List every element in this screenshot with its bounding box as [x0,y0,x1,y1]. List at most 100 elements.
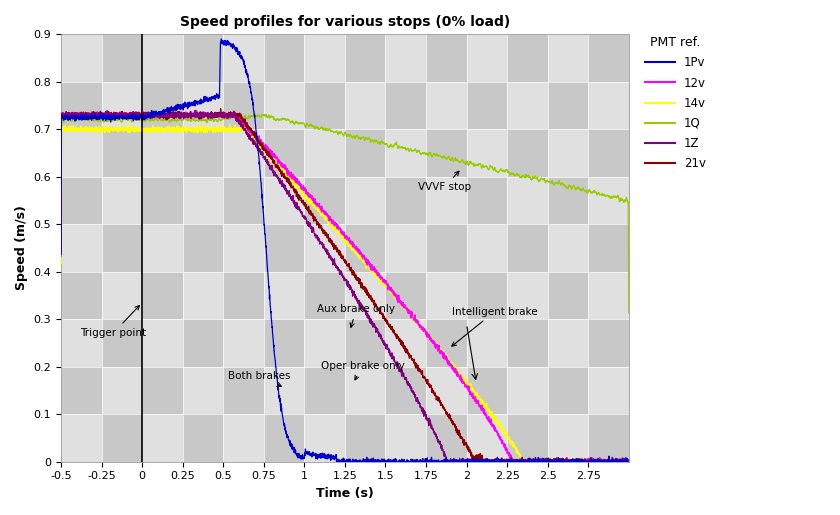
Text: Both brakes: Both brakes [228,371,291,386]
Bar [61,177,102,225]
14v [121,126,131,132]
Bar [548,35,588,82]
Bar [142,367,182,414]
Bar [345,272,386,319]
Bar [102,177,142,225]
Bar [182,319,223,367]
Bar [466,82,507,129]
Bar [588,272,629,319]
Bar [588,35,629,82]
14v [518,459,528,465]
Bar [264,367,304,414]
Bar [466,319,507,367]
Bar [182,272,223,319]
Bar [507,35,548,82]
1Z [624,459,634,465]
Bar [345,129,386,177]
Bar [345,225,386,272]
12v [274,157,284,163]
Text: VVVF stop: VVVF stop [418,171,471,192]
Bar [426,319,466,367]
21v [613,459,623,465]
Bar [264,177,304,225]
Bar [466,367,507,414]
Bar [102,414,142,462]
1Pv [217,36,227,42]
Bar [588,129,629,177]
Bar [182,177,223,225]
Bar [426,225,466,272]
1Z [155,112,165,118]
1Pv [333,459,343,465]
12v [192,107,202,113]
Line: 1Z: 1Z [61,110,629,462]
Bar [345,82,386,129]
Bar [102,35,142,82]
Legend: 1Pv, 12v, 14v, 1Q, 1Z, 21v: 1Pv, 12v, 14v, 1Q, 1Z, 21v [640,32,711,175]
Bar [345,367,386,414]
Bar [264,82,304,129]
21v [552,455,562,461]
Bar [507,177,548,225]
Bar [264,35,304,82]
Bar [548,82,588,129]
Bar [223,272,264,319]
12v [552,459,562,465]
14v [155,127,165,133]
1Z [442,459,452,465]
12v [121,113,131,119]
Bar [142,225,182,272]
Bar [466,177,507,225]
Bar [345,177,386,225]
Title: Speed profiles for various stops (0% load): Speed profiles for various stops (0% loa… [180,15,510,29]
1Q [552,179,562,185]
Bar [386,367,426,414]
1Q [274,117,284,124]
1Q [624,310,634,316]
Line: 1Q: 1Q [61,113,629,313]
Line: 14v: 14v [61,124,629,462]
Bar [102,82,142,129]
1Z [190,107,200,113]
Bar [223,129,264,177]
21v [624,457,634,464]
Bar [223,319,264,367]
Bar [61,319,102,367]
1Pv [298,456,308,462]
1Q [155,114,165,120]
Bar [61,272,102,319]
Bar [182,35,223,82]
Bar [142,82,182,129]
Bar [548,319,588,367]
14v [274,163,284,169]
Bar [466,129,507,177]
21v [298,201,308,207]
21v [121,111,131,117]
Bar [345,35,386,82]
Bar [548,414,588,462]
Bar [548,129,588,177]
Bar [426,35,466,82]
Bar [507,225,548,272]
21v [468,459,478,465]
Bar [304,82,345,129]
1Q [56,263,66,269]
Bar [386,82,426,129]
Bar [142,272,182,319]
Bar [507,319,548,367]
12v [56,253,66,260]
Bar [466,35,507,82]
Bar [426,367,466,414]
Bar [426,129,466,177]
Bar [386,129,426,177]
1Z [56,249,66,255]
Bar [588,319,629,367]
Bar [304,225,345,272]
1Q [298,120,308,126]
1Pv [613,458,623,464]
Bar [61,367,102,414]
14v [298,188,308,195]
Bar [426,82,466,129]
Bar [182,367,223,414]
Bar [102,319,142,367]
